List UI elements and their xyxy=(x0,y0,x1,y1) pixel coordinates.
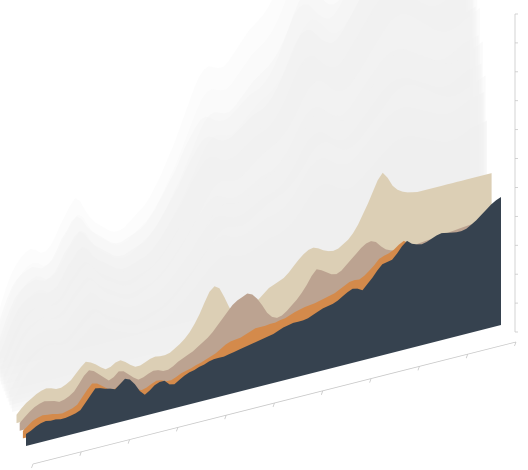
x-axis-tick xyxy=(127,439,130,444)
x-axis-tick xyxy=(79,451,82,456)
x-axis-tick xyxy=(272,402,275,408)
x-axis xyxy=(31,341,517,469)
x-axis-tick xyxy=(465,354,469,359)
y-axis xyxy=(514,13,518,333)
background-ridge-area xyxy=(10,75,486,409)
background-ridge-area xyxy=(7,41,483,402)
background-ridge-area xyxy=(6,63,482,399)
series-area-1 xyxy=(26,197,501,446)
series-layer-group xyxy=(16,172,501,446)
x-axis-tick xyxy=(176,427,179,432)
x-axis-tick xyxy=(224,415,227,420)
x-axis-tick xyxy=(417,366,420,371)
background-ridge-area xyxy=(12,120,487,412)
background-ridge-area xyxy=(9,92,485,406)
x-axis-tick xyxy=(369,378,372,383)
series-area-4 xyxy=(16,172,492,424)
x-axis-tick xyxy=(320,390,324,395)
background-ridge-area xyxy=(3,35,479,392)
x-axis-tick xyxy=(31,463,34,469)
x-axis-tick xyxy=(514,341,517,347)
